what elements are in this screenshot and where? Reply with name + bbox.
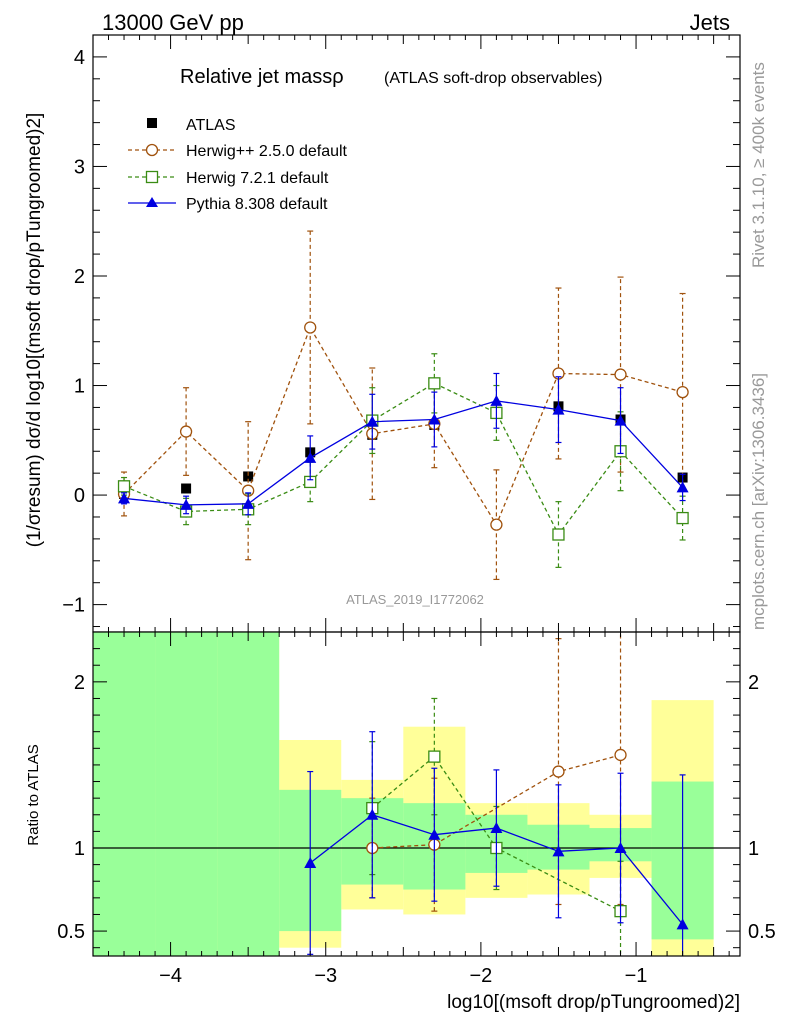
ratio-data [93, 632, 740, 956]
ratio-point-pythia-8 [614, 842, 627, 853]
main-ytick-label: 1 [74, 376, 85, 398]
legend-title-sub: (ATLAS soft-drop observables) [384, 70, 602, 87]
main-point-pythia-4 [366, 415, 379, 427]
main-line-pythia [123, 400, 684, 506]
main-ytick-label: 0 [74, 485, 85, 507]
main-point-herwigpp-3 [304, 321, 317, 334]
main-point-herwig7-0 [117, 480, 131, 493]
legend-marker-herwigpp [145, 143, 159, 157]
ratio-ytick-label-right: 1 [748, 838, 759, 860]
xtick-label: −3 [314, 965, 337, 987]
ylabel-main: (1/σresum) dσ/d log10[(msoft drop/pTungr… [24, 113, 45, 548]
main-point-pythia-7 [552, 403, 565, 415]
ratio-ytick-label: 0.5 [57, 921, 85, 943]
main-point-herwigpp-8 [614, 368, 627, 381]
xtick-label: −4 [159, 965, 182, 987]
ratio-point-pythia-9 [676, 918, 689, 930]
main-ytick-label: 4 [74, 47, 85, 69]
main-point-herwig7-7 [552, 528, 565, 541]
main-point-pythia-5 [428, 413, 441, 425]
ylabel-main-text: (1/σresum) dσ/d log10[(msoft drop/pTungr… [24, 113, 45, 548]
legend-marker-herwig7 [145, 170, 159, 184]
xtick-label: −2 [469, 965, 492, 987]
main-point-herwigpp-6 [490, 518, 503, 531]
band-green-1 [155, 632, 218, 956]
band-green-2 [217, 632, 280, 956]
ratio-point-pythia-7 [552, 845, 565, 857]
xlabel: log10[(msoft drop/pTungroomed)2] [447, 992, 740, 1013]
main-point-pythia-8 [614, 414, 627, 426]
ratio-point-herwigpp-7 [552, 765, 565, 778]
legend: Relative jet massρ (ATLAS soft-drop obse… [128, 66, 602, 213]
main-data [117, 230, 689, 581]
main-point-pythia-0 [118, 492, 131, 504]
analysis-id: ATLAS_2019_I1772062 [346, 592, 484, 607]
xtick-label: −1 [625, 965, 648, 987]
ratio-frame [92, 631, 741, 957]
ratio-ytick-label: 1 [74, 838, 85, 860]
ratio-ytick-label-right: 2 [748, 672, 759, 694]
main-ytick-label: −1 [62, 595, 85, 617]
ratio-point-herwigpp-8 [614, 748, 627, 762]
main-point-pythia-2 [242, 497, 255, 509]
main-ytick-label: 2 [74, 266, 85, 288]
main-line-herwig7 [123, 382, 684, 536]
main-ytick-label: 3 [74, 156, 85, 178]
header-left: 13000 GeV pp [102, 10, 244, 35]
main-point-pythia-1 [180, 498, 193, 510]
legend-title-main: Relative jet massρ [180, 66, 344, 88]
main-point-pythia-9 [676, 481, 689, 493]
ratio-ytick-label: 2 [74, 672, 85, 694]
ratio-plot: −4 −3 −2 −1 0.5 0.5 1 1 2 2 [57, 631, 776, 987]
watermark-top: Rivet 3.1.10, ≥ 400k events [749, 62, 768, 268]
legend-entry-herwigpp: Herwig++ 2.5.0 default [186, 143, 348, 160]
main-point-pythia-6 [490, 394, 503, 406]
ratio-point-herwig7-5 [428, 750, 441, 763]
main-point-herwig7-5 [428, 377, 441, 390]
main-point-herwigpp-1 [179, 425, 193, 438]
legend-entry-herwig7: Herwig 7.2.1 default [186, 170, 329, 187]
main-point-herwig7-9 [676, 511, 689, 525]
legend-entry-atlas: ATLAS [186, 117, 236, 134]
main-line-herwigpp [123, 325, 683, 527]
header-right: Jets [690, 10, 730, 35]
legend-marker-atlas [147, 118, 157, 128]
ratio-point-pythia-6 [490, 822, 503, 834]
ratio-point-pythia-4 [366, 808, 379, 820]
main-point-atlas-1 [181, 483, 192, 494]
main-point-pythia-3 [304, 451, 317, 463]
main-point-atlas-2 [243, 471, 254, 482]
ratio-point-pythia-5 [428, 828, 441, 840]
ratio-point-pythia-3 [304, 856, 317, 868]
main-point-herwigpp-9 [676, 385, 689, 399]
band-green-0 [93, 632, 156, 956]
legend-entry-pythia: Pythia 8.308 default [186, 196, 328, 213]
legend-marker-pythia [146, 197, 158, 207]
main-plot: −1 0 1 2 3 4 [62, 34, 741, 633]
watermark-bottom: mcplots.cern.ch [arXiv:1306.3436] [749, 373, 768, 630]
ylabel-ratio: Ratio to ATLAS [25, 744, 42, 845]
ratio-ytick-label-right: 0.5 [748, 921, 776, 943]
